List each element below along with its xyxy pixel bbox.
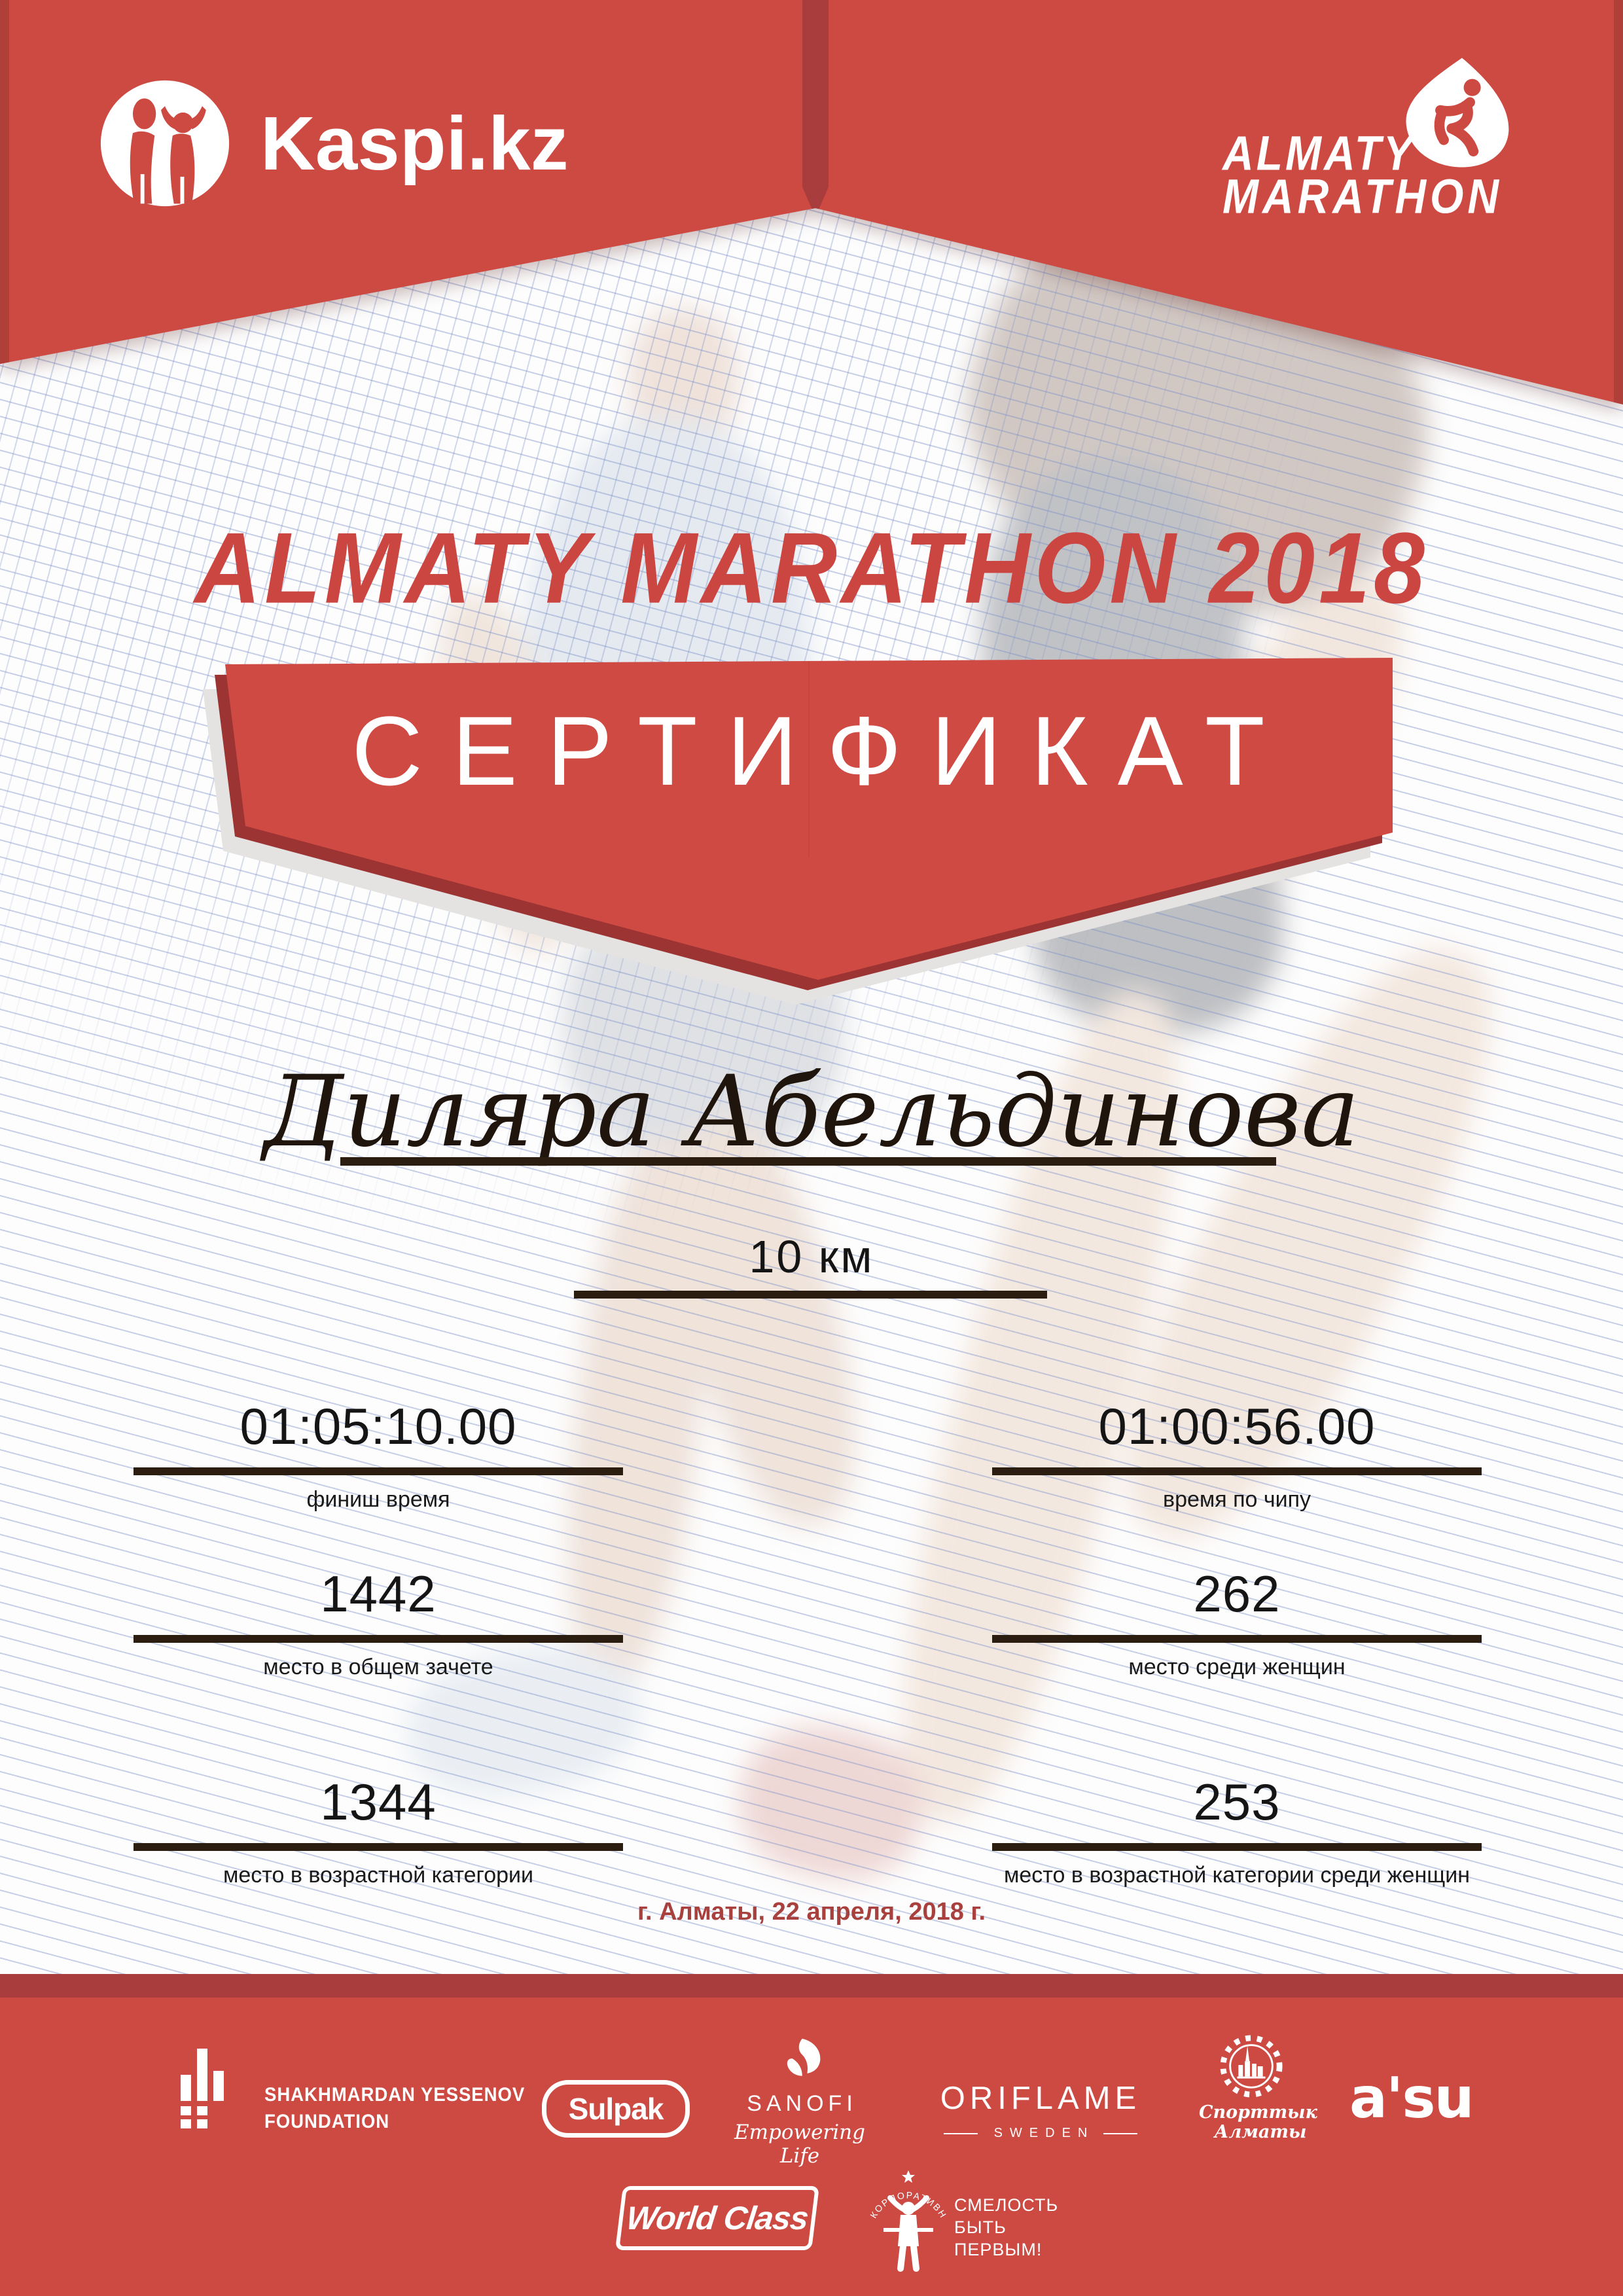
sanofi-tagline: Empowering Life <box>734 2121 865 2168</box>
stat-divider <box>134 1635 623 1643</box>
stat-value: 01:00:56.00 <box>1098 1397 1376 1455</box>
stat-value: 1344 <box>320 1773 437 1831</box>
stat-label: место в возрастной категории среди женщи… <box>1004 1863 1470 1888</box>
stat-value: 253 <box>1193 1773 1281 1831</box>
stat-chip-time: 01:00:56.00 время по чипу <box>957 1401 1517 1513</box>
sulpak-logo-text: Sulpak <box>568 2092 664 2126</box>
stat-overall-place: 1442 место в общем зачете <box>98 1568 658 1680</box>
asu-logo: a'su <box>1349 2066 1474 2131</box>
header-center-ribbon-fold <box>802 0 829 217</box>
stat-label: время по чипу <box>1163 1487 1311 1512</box>
event-title: ALMATY MARATHON 2018 <box>194 511 1429 624</box>
kaspi-people-icon <box>100 80 230 207</box>
certificate-label: СЕРТИФИКАТ <box>351 696 1294 806</box>
stat-value: 01:05:10.00 <box>240 1397 517 1455</box>
stat-divider <box>992 1843 1482 1851</box>
oriflame-sweden-row: SWEDEN <box>921 2126 1160 2141</box>
race-distance-underline <box>574 1291 1047 1299</box>
event-location-date: г. Алматы, 22 апреля, 2018 г. <box>637 1898 986 1926</box>
background-runner-shape <box>628 308 740 452</box>
fund-slogan-line1: СМЕЛОСТЬ <box>954 2195 1059 2215</box>
oriflame-dash-left <box>943 2132 978 2134</box>
kaspi-logo-text: Kaspi.kz <box>260 101 569 186</box>
stat-value: 1442 <box>320 1565 437 1623</box>
world-class-text: World Class <box>624 2200 810 2236</box>
yessenov-line2: FOUNDATION <box>264 2111 390 2132</box>
sport-almaty-logo: Спорттык Алматы <box>1199 2034 1317 2142</box>
stat-age-category-women-place: 253 место в возрастной категории среди ж… <box>957 1776 1517 1888</box>
sanofi-logo: SANOFI Empowering Life <box>720 2037 880 2168</box>
oriflame-logo: ORIFLAME SWEDEN <box>921 2080 1160 2141</box>
sport-almaty-text: Спорттык Алматы <box>1199 2103 1317 2142</box>
almaty-marathon-logo-line2: MARATHON <box>1222 169 1503 223</box>
header-red-shape: Kaspi.kz ALMATY MARATHON <box>0 0 1623 404</box>
stat-label: место в возрастной категории <box>223 1863 533 1888</box>
sport-almaty-emblem-icon <box>1220 2035 1283 2098</box>
sanofi-bird-icon <box>787 2038 821 2076</box>
sport-almaty-line2: Алматы <box>1214 2122 1307 2142</box>
sport-almaty-line1: Спорттык <box>1199 2102 1317 2123</box>
participant-name: Диляра Абельдинова <box>263 1055 1360 1169</box>
oriflame-logo-text: ORIFLAME <box>940 2081 1141 2116</box>
stat-age-category-place: 1344 место в возрастной категории <box>98 1776 658 1888</box>
stat-divider <box>134 1467 623 1475</box>
sanofi-logo-text: SANOFI <box>747 2091 857 2116</box>
stat-label: финиш время <box>306 1487 450 1512</box>
sponsors-footer: SHAKHMARDAN YESSENOV FOUNDATION Sulpak S… <box>0 1998 1623 2296</box>
stat-women-place: 262 место среди женщин <box>957 1568 1517 1680</box>
stat-divider <box>992 1635 1482 1643</box>
participant-name-underline <box>340 1157 1276 1166</box>
stat-divider <box>134 1843 623 1851</box>
yessenov-foundation-logo: SHAKHMARDAN YESSENOV FOUNDATION <box>264 2081 525 2135</box>
kaspi-logo: Kaspi.kz <box>98 79 569 208</box>
certificate-ribbon: СЕРТИФИКАТ <box>203 655 1400 1005</box>
almaty-marathon-logo: ALMATY MARATHON <box>1222 56 1524 223</box>
stat-finish-time: 01:05:10.00 финиш время <box>98 1401 658 1513</box>
header-left-fold <box>0 0 9 404</box>
fund-slogan-line3: ПЕРВЫМ! <box>954 2240 1043 2259</box>
sulpak-logo: Sulpak <box>542 2080 690 2138</box>
stat-label: место в общем зачете <box>263 1655 493 1679</box>
world-class-logo: World Class <box>615 2186 820 2250</box>
fund-slogan-line2: БЫТЬ <box>954 2217 1007 2237</box>
stat-value: 262 <box>1193 1565 1281 1623</box>
oriflame-dash-right <box>1103 2132 1138 2134</box>
footer-divider-band <box>0 1974 1623 1998</box>
marathon-runner-drop-icon <box>1406 58 1509 168</box>
oriflame-sweden-text: SWEDEN <box>993 2126 1095 2140</box>
stat-divider <box>992 1467 1482 1475</box>
yessenov-foundation-icon <box>181 2049 224 2128</box>
yessenov-line1: SHAKHMARDAN YESSENOV <box>264 2084 526 2106</box>
stat-label: место среди женщин <box>1128 1655 1346 1679</box>
header-right-fold <box>1614 0 1623 404</box>
almaty-marathon-logo-line1: ALMATY <box>1222 126 1416 180</box>
header-banner: Kaspi.kz ALMATY MARATHON <box>0 0 1623 432</box>
fund-slogan: СМЕЛОСТЬ БЫТЬ ПЕРВЫМ! <box>954 2194 1058 2261</box>
race-distance: 10 км <box>749 1231 874 1282</box>
corporate-fund-logo: КОРПОРАТИВНЫЙ ФОНД <box>863 2166 948 2272</box>
